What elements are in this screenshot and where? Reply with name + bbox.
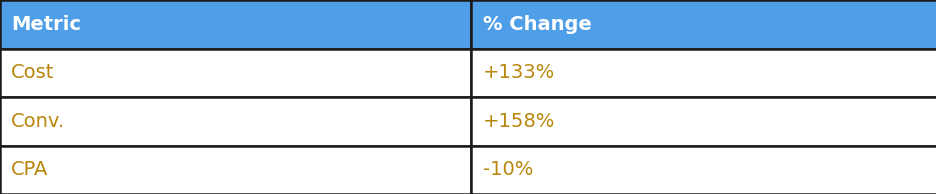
Text: +133%: +133% bbox=[482, 63, 554, 82]
Text: Metric: Metric bbox=[11, 15, 81, 34]
Bar bbox=[0, 48, 471, 97]
Text: -10%: -10% bbox=[482, 160, 533, 179]
Bar bbox=[471, 146, 936, 194]
Bar bbox=[0, 0, 471, 48]
Text: Cost: Cost bbox=[11, 63, 54, 82]
Bar bbox=[0, 146, 471, 194]
Text: % Change: % Change bbox=[482, 15, 591, 34]
Bar bbox=[471, 0, 936, 48]
Bar bbox=[471, 48, 936, 97]
Bar bbox=[0, 97, 471, 146]
Text: +158%: +158% bbox=[482, 112, 554, 131]
Text: CPA: CPA bbox=[11, 160, 49, 179]
Bar bbox=[471, 97, 936, 146]
Text: Conv.: Conv. bbox=[11, 112, 66, 131]
